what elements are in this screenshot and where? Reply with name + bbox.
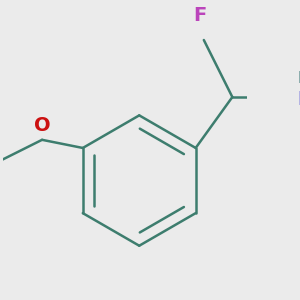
Text: N: N (298, 90, 300, 109)
Text: O: O (34, 116, 50, 135)
Text: H: H (298, 71, 300, 86)
Text: F: F (193, 6, 206, 25)
